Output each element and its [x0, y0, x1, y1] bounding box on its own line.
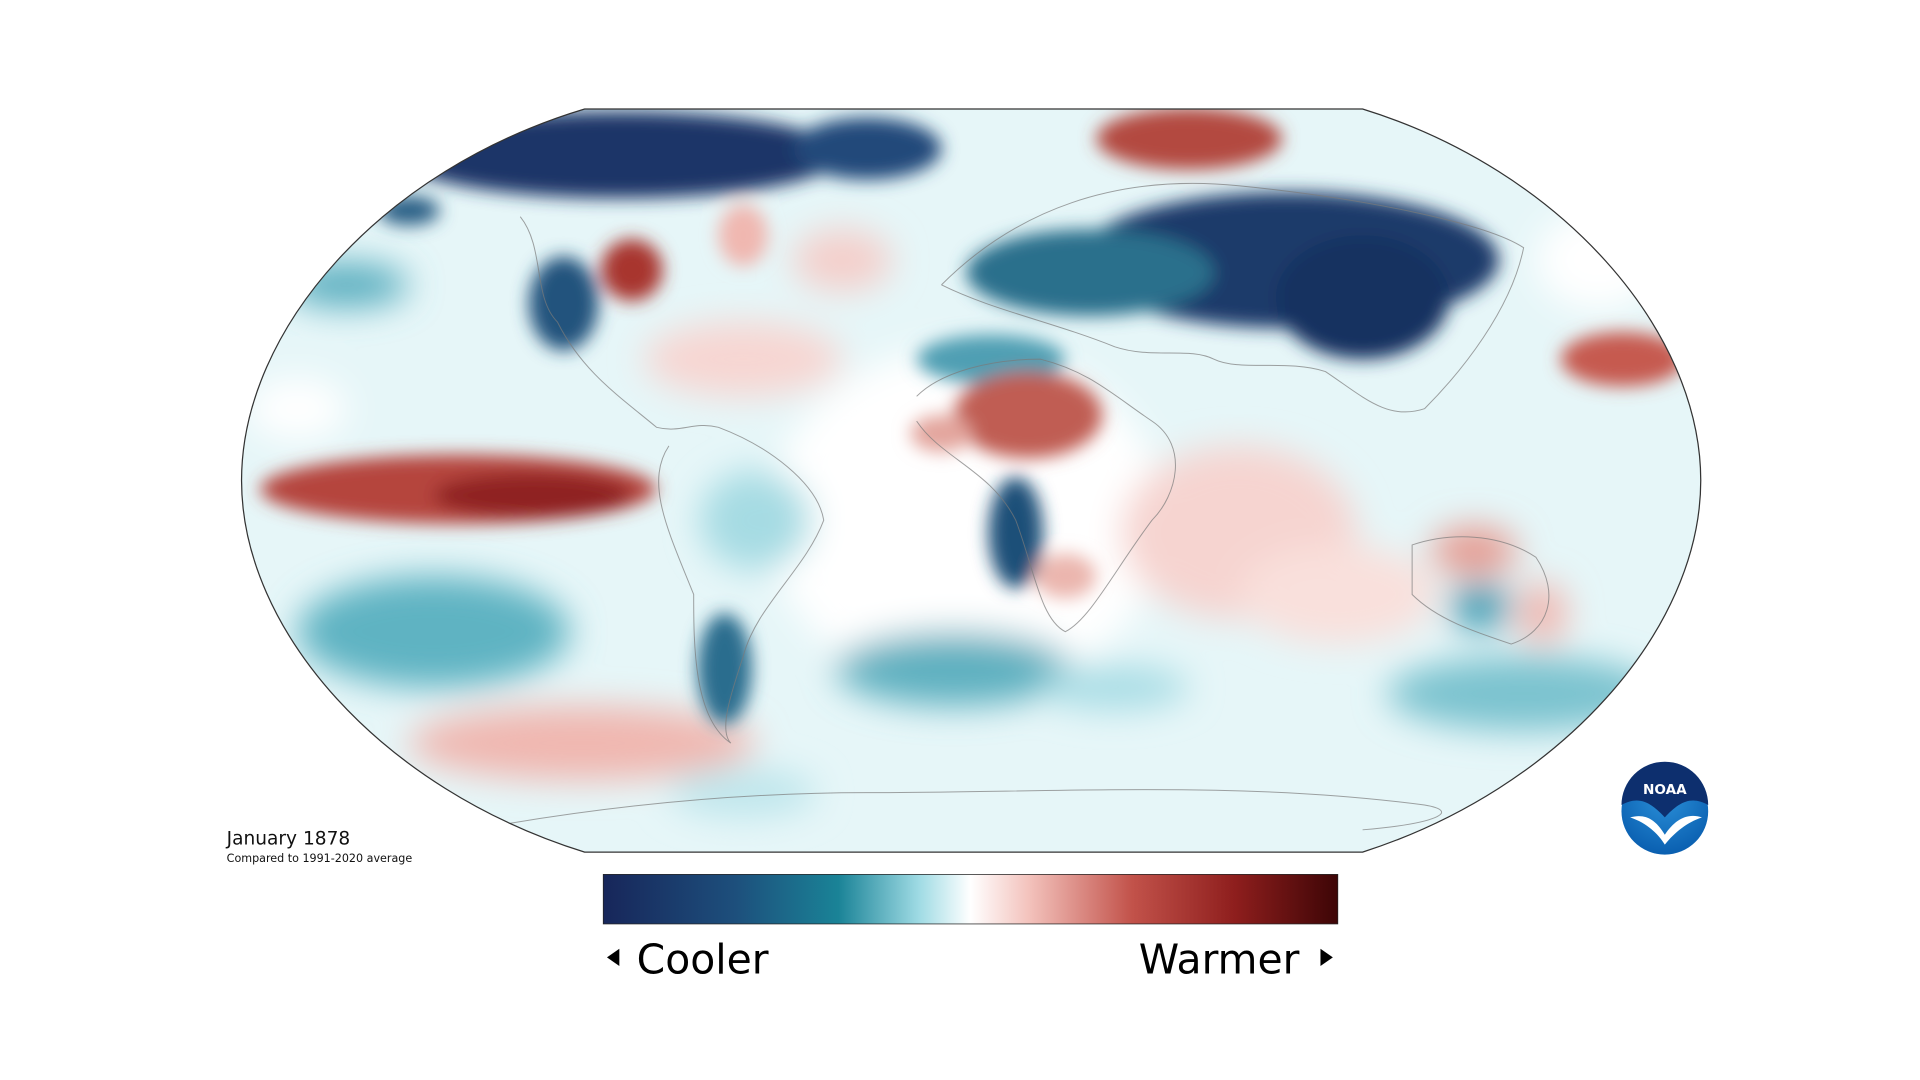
- color-bar: [602, 874, 1339, 925]
- coastlines: [507, 183, 1550, 831]
- anomaly-field: [241, 108, 1701, 853]
- warmer-arrow: [1320, 948, 1333, 967]
- logo-bird: [1630, 815, 1702, 845]
- cooler-arrow: [606, 948, 620, 967]
- map-subtitle: Compared to 1991-2020 average: [227, 852, 413, 865]
- cooler-label: Cooler: [637, 935, 769, 983]
- warmer-label: Warmer: [1139, 935, 1300, 983]
- logo-text: NOAA: [1643, 782, 1687, 798]
- logo-top: [1621, 761, 1709, 818]
- map-outline: [240, 108, 1702, 853]
- noaa-logo: NOAA: [1621, 761, 1709, 855]
- map-title: January 1878: [226, 829, 351, 850]
